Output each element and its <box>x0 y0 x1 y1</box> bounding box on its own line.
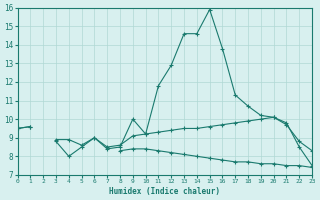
X-axis label: Humidex (Indice chaleur): Humidex (Indice chaleur) <box>109 187 220 196</box>
